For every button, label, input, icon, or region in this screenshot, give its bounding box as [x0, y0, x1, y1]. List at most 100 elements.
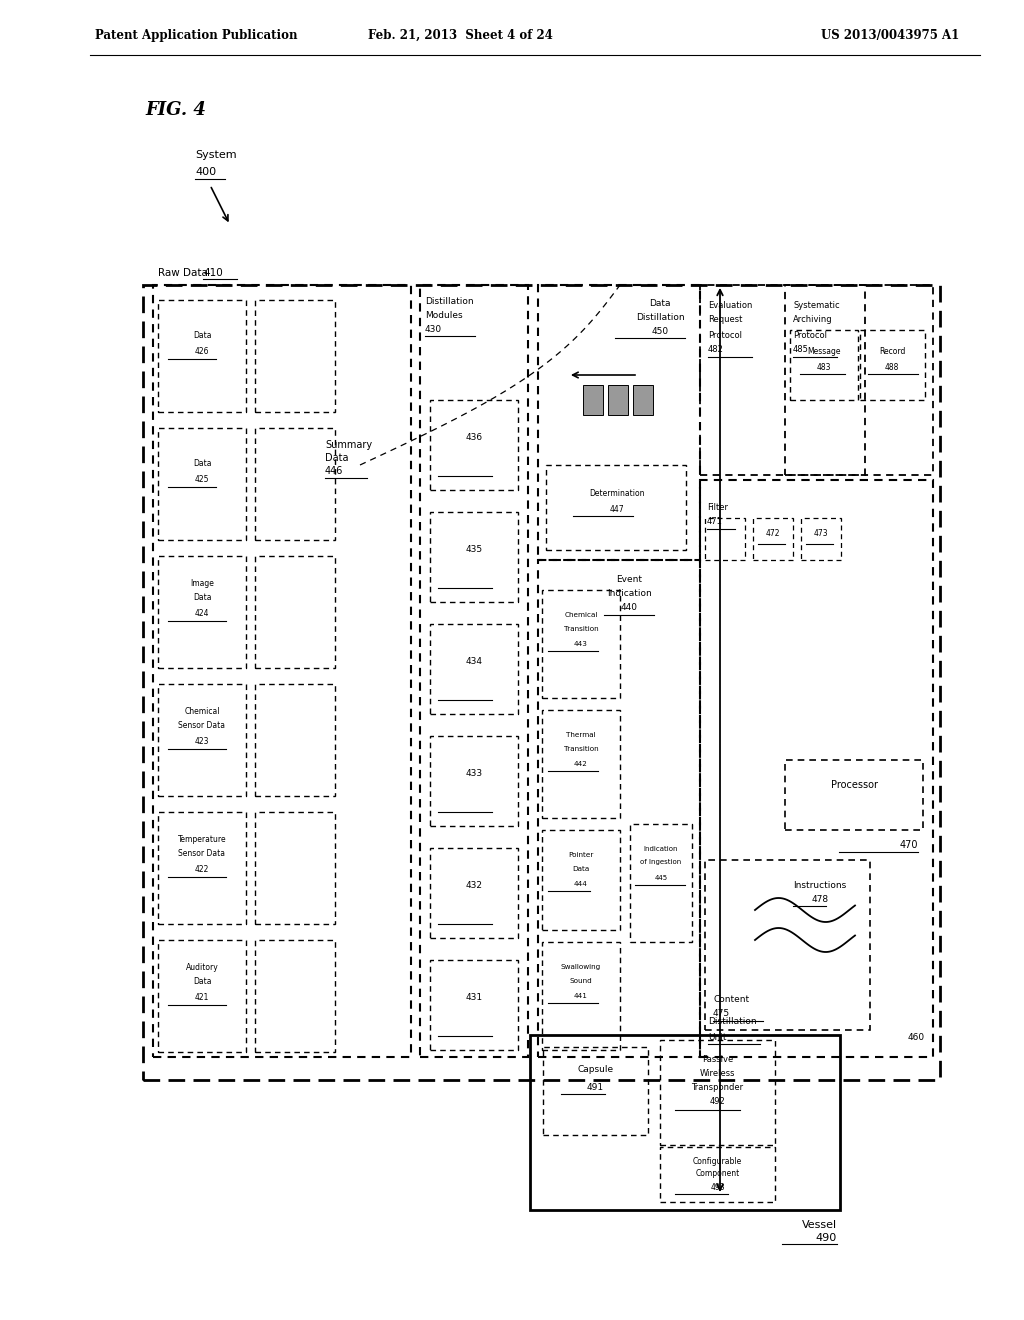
Text: 430: 430 — [425, 325, 442, 334]
Bar — [542, 590, 620, 698]
Text: US 2013/0043975 A1: US 2013/0043975 A1 — [821, 29, 959, 41]
Bar — [158, 940, 246, 1052]
Bar — [705, 517, 745, 560]
Text: Distillation: Distillation — [636, 313, 684, 322]
Text: 435: 435 — [466, 544, 482, 553]
Bar — [420, 285, 528, 1057]
Bar — [705, 861, 870, 1030]
Text: 410: 410 — [203, 268, 223, 279]
Text: 422: 422 — [195, 866, 209, 874]
Bar — [255, 812, 335, 924]
Text: Event: Event — [616, 576, 642, 585]
Text: 450: 450 — [651, 326, 669, 335]
Bar — [153, 285, 411, 1057]
Bar — [608, 385, 628, 414]
Bar — [660, 1040, 775, 1144]
Text: Distillation: Distillation — [708, 1018, 757, 1027]
Bar — [255, 428, 335, 540]
Text: 444: 444 — [574, 880, 588, 887]
Bar — [753, 517, 793, 560]
Text: Archiving: Archiving — [793, 315, 833, 325]
Text: 475: 475 — [713, 1010, 730, 1019]
Bar — [546, 465, 686, 550]
Bar — [255, 300, 335, 412]
Text: Transponder: Transponder — [691, 1084, 743, 1093]
Text: 446: 446 — [325, 466, 343, 477]
Text: 485: 485 — [793, 346, 809, 355]
Text: 441: 441 — [574, 993, 588, 999]
Text: 424: 424 — [195, 610, 209, 619]
Text: Swallowing: Swallowing — [561, 964, 601, 970]
Text: Summary: Summary — [325, 440, 372, 450]
Text: Capsule: Capsule — [578, 1064, 613, 1073]
Text: Passive: Passive — [701, 1056, 733, 1064]
Text: Data: Data — [193, 330, 211, 339]
Bar — [700, 285, 865, 475]
Bar — [543, 1047, 648, 1135]
Bar — [630, 824, 692, 942]
Bar — [860, 330, 925, 400]
Text: Data: Data — [193, 978, 211, 986]
Text: Temperature: Temperature — [178, 836, 226, 845]
Bar — [542, 830, 620, 931]
Bar — [430, 624, 518, 714]
Bar — [430, 512, 518, 602]
Bar — [430, 400, 518, 490]
Text: 400: 400 — [195, 168, 216, 177]
Text: 421: 421 — [195, 994, 209, 1002]
Text: 471: 471 — [707, 517, 723, 527]
Text: Thermal: Thermal — [566, 733, 596, 738]
Text: Data: Data — [193, 594, 211, 602]
Text: of Ingestion: of Ingestion — [640, 859, 682, 865]
Text: Filter: Filter — [707, 503, 728, 512]
Bar — [430, 960, 518, 1049]
Text: Feb. 21, 2013  Sheet 4 of 24: Feb. 21, 2013 Sheet 4 of 24 — [368, 29, 552, 41]
Text: 493: 493 — [711, 1183, 725, 1192]
Text: Chemical: Chemical — [564, 612, 598, 618]
Bar — [785, 285, 933, 475]
Bar — [158, 428, 246, 540]
Text: 443: 443 — [574, 642, 588, 647]
Text: Wireless: Wireless — [699, 1069, 735, 1078]
Text: 433: 433 — [466, 768, 482, 777]
Text: Configurable: Configurable — [693, 1156, 742, 1166]
Text: Unit: Unit — [708, 1032, 726, 1041]
Text: 460: 460 — [908, 1032, 925, 1041]
Bar — [255, 556, 335, 668]
Text: Sensor Data: Sensor Data — [178, 722, 225, 730]
Bar — [255, 684, 335, 796]
Text: Data: Data — [649, 298, 671, 308]
Text: Distillation: Distillation — [425, 297, 474, 305]
Bar — [255, 940, 335, 1052]
Bar — [801, 517, 841, 560]
Text: Transition: Transition — [563, 626, 598, 632]
Text: Protocol: Protocol — [708, 330, 742, 339]
Text: Determination: Determination — [589, 488, 645, 498]
Text: Transition: Transition — [563, 746, 598, 752]
Text: Systematic: Systematic — [793, 301, 840, 309]
Text: 491: 491 — [587, 1082, 604, 1092]
Text: Processor: Processor — [830, 780, 878, 789]
Text: 432: 432 — [466, 880, 482, 890]
Bar — [660, 1147, 775, 1203]
Text: 445: 445 — [654, 875, 668, 880]
Text: Image: Image — [190, 579, 214, 589]
Bar — [538, 560, 700, 1057]
Text: FIG. 4: FIG. 4 — [145, 102, 206, 119]
Text: 436: 436 — [466, 433, 482, 441]
Text: System: System — [195, 150, 237, 160]
Text: 490: 490 — [816, 1233, 837, 1243]
Text: Data: Data — [572, 866, 590, 873]
Text: Request: Request — [708, 315, 742, 325]
Text: Protocol: Protocol — [793, 330, 827, 339]
Bar — [158, 556, 246, 668]
Text: 470: 470 — [899, 840, 918, 850]
Text: Data: Data — [325, 453, 348, 463]
Text: 426: 426 — [195, 347, 209, 356]
Text: Raw Data: Raw Data — [158, 268, 208, 279]
Text: Auditory: Auditory — [185, 964, 218, 973]
Bar — [430, 737, 518, 826]
Text: Indication: Indication — [644, 846, 678, 851]
Text: 425: 425 — [195, 475, 209, 484]
Bar — [530, 1035, 840, 1210]
